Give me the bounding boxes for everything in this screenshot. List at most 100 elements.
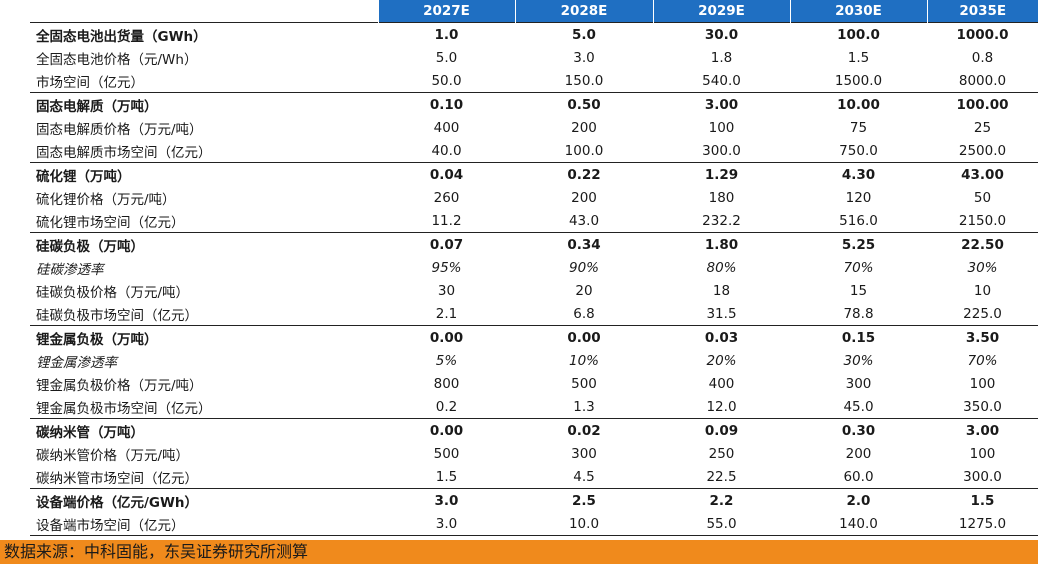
table-cell: 350.0 <box>963 398 1002 415</box>
forecast-table: 2027E 2028E 2029E 2030E 2035E 全固态电池出货量（G… <box>30 0 1038 536</box>
table-cell: 400 <box>433 119 460 136</box>
section-value-cell: 22.50 <box>927 232 1038 256</box>
table-cell: 540.0 <box>702 72 741 89</box>
section-value-cell: 2.2 <box>653 488 790 512</box>
section-value-cell: 1.80 <box>653 232 790 256</box>
section-header-row: 碳纳米管（万吨） 0.00 0.02 0.09 0.30 3.00 <box>30 418 1038 442</box>
row-label: 硅碳负极价格（万元/吨） <box>36 284 190 301</box>
table-cell: 100 <box>969 445 996 462</box>
section-value-cell: 5.25 <box>790 232 927 256</box>
table-row: 固态电解质价格（万元/吨） 400 200 100 75 25 <box>30 116 1038 139</box>
table-cell: 25 <box>973 119 992 136</box>
table-cell: 30 <box>437 282 456 299</box>
table-cell: 260 <box>433 189 460 206</box>
table-cell: 8000.0 <box>958 72 1007 89</box>
table-body: 全固态电池出货量（GWh） 1.0 5.0 30.0 100.0 1000.0 全固态电池价… <box>30 22 1038 536</box>
table-cell: 250 <box>708 445 735 462</box>
table-row: 硫化锂市场空间（亿元） 11.2 43.0 232.2 516.0 2150.0 <box>30 209 1038 233</box>
table-cell: 31.5 <box>706 305 737 322</box>
section-header-row: 全固态电池出货量（GWh） 1.0 5.0 30.0 100.0 1000.0 <box>30 22 1038 46</box>
row-label: 锂金属负极价格（万元/吨） <box>36 377 203 394</box>
table-cell: 5.0 <box>435 49 458 66</box>
section-value-cell: 0.04 <box>378 162 515 186</box>
table-cell: 40.0 <box>431 142 462 159</box>
table-cell: 225.0 <box>963 305 1002 322</box>
table-cell: 1.3 <box>573 398 595 415</box>
section-header-row: 硫化锂（万吨） 0.04 0.22 1.29 4.30 43.00 <box>30 162 1038 186</box>
table-cell: 4.5 <box>573 468 595 485</box>
section-value-cell: 3.0 <box>378 488 515 512</box>
table-cell: 5% <box>435 352 458 369</box>
section-value-cell: 0.30 <box>790 418 927 442</box>
table-cell: 232.2 <box>702 212 741 229</box>
table-cell: 50.0 <box>431 72 462 89</box>
row-label: 市场空间（亿元） <box>36 74 144 91</box>
section-value-cell: 0.00 <box>378 418 515 442</box>
table-cell: 60.0 <box>843 468 874 485</box>
section-value-cell: 2.5 <box>515 488 653 512</box>
section-title: 锂金属负极（万吨） <box>30 325 378 349</box>
table-cell: 6.8 <box>573 305 595 322</box>
table-cell: 400 <box>708 375 735 392</box>
table-cell: 300.0 <box>702 142 741 159</box>
section-value-cell: 0.50 <box>515 92 653 116</box>
table-cell: 0.2 <box>435 398 458 415</box>
table-cell: 516.0 <box>839 212 878 229</box>
row-label: 硅碳负极市场空间（亿元） <box>36 307 198 324</box>
table-cell: 22.5 <box>706 468 737 485</box>
table-cell: 100 <box>969 375 996 392</box>
section-header-row: 硅碳负极（万吨） 0.07 0.34 1.80 5.25 22.50 <box>30 232 1038 256</box>
table-row: 硫化锂价格（万元/吨） 260 200 180 120 50 <box>30 186 1038 209</box>
section-value-cell: 1000.0 <box>927 22 1038 46</box>
table-cell: 0.8 <box>971 49 994 66</box>
table-row: 市场空间（亿元） 50.0 150.0 540.0 1500.0 8000.0 <box>30 69 1038 93</box>
section-title: 固态电解质（万吨） <box>30 92 378 116</box>
table-cell: 1275.0 <box>927 512 1038 536</box>
section-value-cell: 0.15 <box>790 325 927 349</box>
section-value-cell: 0.10 <box>378 92 515 116</box>
table-cell: 20 <box>575 282 593 299</box>
section-value-cell: 0.00 <box>378 325 515 349</box>
section-header-row: 锂金属负极（万吨） 0.00 0.00 0.03 0.15 3.50 <box>30 325 1038 349</box>
table-cell: 45.0 <box>843 398 874 415</box>
table-cell: 100.0 <box>564 142 604 159</box>
section-value-cell: 1.0 <box>378 22 515 46</box>
table-cell: 1.5 <box>847 49 870 66</box>
table-cell: 200 <box>845 445 872 462</box>
table-cell: 2.1 <box>435 305 458 322</box>
row-label: 锂金属负极市场空间（亿元） <box>36 400 212 417</box>
table-cell: 140.0 <box>790 512 927 536</box>
section-value-cell: 100.00 <box>927 92 1038 116</box>
header-corner <box>30 0 379 23</box>
row-label: 固态电解质市场空间（亿元） <box>36 144 212 161</box>
section-value-cell: 3.50 <box>927 325 1038 349</box>
table-cell: 70% <box>967 352 998 369</box>
section-value-cell: 0.07 <box>378 232 515 256</box>
section-value-cell: 30.0 <box>653 22 790 46</box>
table-cell: 10% <box>568 352 599 369</box>
table-cell: 11.2 <box>431 212 462 229</box>
bottom-strip <box>0 564 1038 568</box>
column-header: 2035E <box>927 0 1038 23</box>
table-cell: 10 <box>973 282 992 299</box>
table-cell: 50 <box>973 189 992 206</box>
table-row: 锂金属渗透率 5% 10% 20% 30% 70% <box>30 349 1038 372</box>
table-row: 硅碳负极价格（万元/吨） 30 20 18 15 10 <box>30 279 1038 302</box>
table-row: 硅碳负极市场空间（亿元） 2.1 6.8 31.5 78.8 225.0 <box>30 302 1038 326</box>
column-header: 2028E <box>515 0 654 23</box>
table-cell: 30% <box>967 259 998 276</box>
row-label: 碳纳米管价格（万元/吨） <box>36 447 190 464</box>
table-row: 碳纳米管价格（万元/吨） 500 300 250 200 100 <box>30 442 1038 465</box>
table-cell: 500 <box>433 445 460 462</box>
table-row: 碳纳米管市场空间（亿元） 1.5 4.5 22.5 60.0 300.0 <box>30 465 1038 489</box>
column-header: 2027E <box>378 0 516 23</box>
section-header-row: 设备端价格（亿元/GWh） 3.0 2.5 2.2 2.0 1.5 <box>30 488 1038 512</box>
column-header: 2029E <box>653 0 791 23</box>
table-cell: 95% <box>431 259 462 276</box>
table-cell: 18 <box>712 282 731 299</box>
table-row: 全固态电池价格（元/Wh） 5.0 3.0 1.8 1.5 0.8 <box>30 46 1038 69</box>
table-cell: 78.8 <box>843 305 874 322</box>
table-cell: 1.5 <box>435 468 458 485</box>
table-cell: 200 <box>571 119 597 136</box>
table-cell: 90% <box>568 259 599 276</box>
